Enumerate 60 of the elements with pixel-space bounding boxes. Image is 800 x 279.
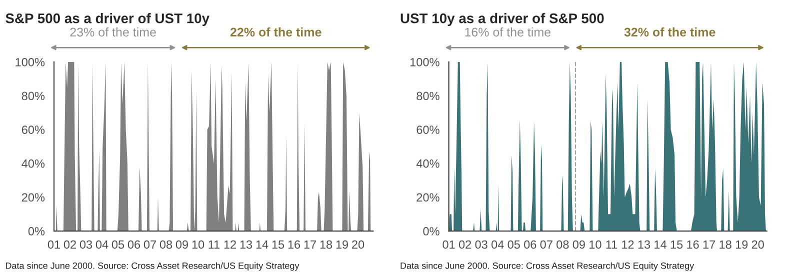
text: 23% of the time [70,27,156,37]
x-tick-label: 18 [320,240,332,249]
y-tick-label: 100% [410,58,440,66]
x-tick-label: 03 [80,240,92,249]
x-tick-label: 07 [540,240,552,249]
x-tick-label: 16 [288,240,300,249]
x-tick-label: 02 [64,240,76,249]
x-tick-label: 01 [48,240,60,249]
x-tick-label: 16 [687,240,699,249]
x-tick-label: 11 [606,240,618,249]
y-tick-label: 80% [22,92,45,100]
x-tick-label: 15 [272,240,284,249]
y-tick-label: 20% [416,193,440,202]
text: 32% of the time [624,27,716,37]
x-tick-label: 05 [508,240,520,249]
x-tick-label: 12 [224,240,236,249]
text: 22% of the time [230,27,322,37]
y-tick-label: 40% [22,159,45,168]
text: Data since June 2000. Source: Cross Asset Research/US Equity Strategy [400,262,694,271]
x-tick-label: 04 [96,240,108,249]
chart-title: S&P 500 as a driver of UST 10y [6,13,210,26]
y-tick-label: 60% [416,126,440,134]
x-tick-label: 19 [736,240,748,249]
x-tick-label: 10 [192,240,204,249]
x-tick-label: 13 [240,240,252,249]
x-tick-label: 03 [475,240,488,249]
x-tick-label: 09 [572,240,585,249]
x-tick-label: 18 [720,240,732,249]
x-tick-label: 07 [144,240,156,249]
x-tick-label: 10 [590,240,602,249]
x-tick-label: 06 [524,240,536,249]
x-tick-label: 05 [112,240,124,249]
text: Data since June 2000. Source: Cross Asset Research/US Equity Strategy [6,262,300,271]
y-tick-label: 20% [22,193,45,202]
x-tick-label: 15 [670,240,683,249]
x-tick-label: 11 [208,240,220,249]
x-tick-label: 09 [176,240,188,249]
x-tick-label: 17 [304,240,316,249]
x-tick-label: 06 [128,240,140,249]
y-tick-label: 0% [423,227,440,236]
x-tick-label: 20 [752,240,764,249]
x-tick-label: 19 [336,240,348,249]
x-tick-label: 01 [442,240,455,249]
y-tick-label: 0% [28,227,45,236]
y-tick-label: 100% [16,58,45,66]
x-tick-label: 17 [703,240,716,249]
x-tick-label: 08 [556,240,569,249]
y-tick-label: 80% [416,92,440,100]
x-tick-label: 12 [622,240,634,249]
x-tick-label: 13 [638,240,650,249]
x-tick-label: 04 [491,240,504,249]
x-tick-label: 14 [256,240,268,249]
chart-title: UST 10y as a driver of S&P 500 [400,13,604,26]
x-tick-label: 14 [654,240,666,249]
y-tick-label: 40% [416,159,440,168]
x-tick-label: 08 [160,240,172,249]
x-tick-label: 02 [458,240,472,249]
text: 16% of the time [465,27,551,37]
x-tick-label: 20 [352,240,364,249]
y-tick-label: 60% [22,126,45,134]
